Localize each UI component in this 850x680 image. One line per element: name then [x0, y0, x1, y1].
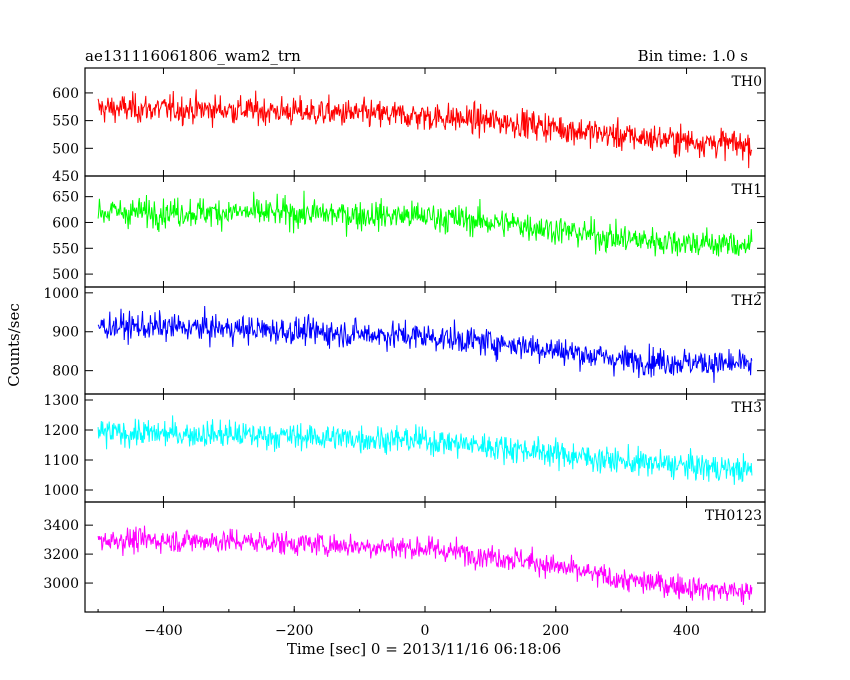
series-line-th3: [97, 415, 753, 485]
x-tick-label: 0: [421, 623, 430, 639]
panel-th0123: 3000 3200 3400 TH0123: [43, 501, 766, 613]
x-tick-label: 200: [542, 623, 569, 639]
panel-label-th3: TH3: [732, 400, 762, 416]
panel-label-th0123: TH0123: [705, 508, 762, 524]
y-tick-label: 500: [52, 141, 79, 157]
panel-th0: 450 500 550 600 TH0: [52, 67, 766, 185]
panel-label-th0: TH0: [732, 74, 762, 90]
series-line-th2: [97, 305, 753, 383]
x-axis-ticks: −400 −200 0 200 400: [97, 609, 753, 639]
x-axis-label: Time [sec] 0 = 2013/11/16 06:18:06: [287, 640, 561, 658]
y-tick-label: 450: [52, 169, 79, 185]
x-tick-label: −400: [144, 623, 182, 639]
y-tick-label: 550: [52, 114, 79, 130]
series-line-th1: [97, 190, 753, 257]
panel-frame: [84, 393, 766, 503]
chart-title: ae131116061806_wam2_trn: [85, 47, 301, 65]
panel-frame: [84, 501, 766, 613]
y-tick-label: 3000: [43, 576, 79, 592]
y-tick-label: 900: [52, 325, 79, 341]
y-tick-label: 1000: [43, 286, 79, 302]
panels-group: 450 500 550 600 TH0 500 550 600 650 TH1 800 900 1000…: [43, 67, 766, 613]
panel-frame: [84, 175, 766, 288]
y-axis-label: Counts/sec: [5, 303, 23, 387]
panel-label-th1: TH1: [732, 182, 762, 198]
panel-label-th2: TH2: [732, 293, 762, 309]
x-tick-label: −200: [275, 623, 313, 639]
panel-th2: 800 900 1000 TH2: [43, 286, 766, 395]
y-tick-label: 600: [52, 86, 79, 102]
bin-time-label: Bin time: 1.0 s: [638, 47, 748, 65]
y-tick-label: 1100: [43, 453, 79, 469]
series-line-th0: [97, 89, 753, 169]
y-tick-label: 600: [52, 215, 79, 231]
panel-th3: 1000 1100 1200 1300 TH3: [43, 393, 766, 503]
y-tick-label: 500: [52, 267, 79, 283]
series-line-th0123: [97, 525, 753, 606]
y-tick-label: 550: [52, 241, 79, 257]
x-tick-label: 400: [673, 623, 700, 639]
y-tick-label: 3400: [43, 518, 79, 534]
panel-th1: 500 550 600 650 TH1: [52, 175, 766, 288]
y-tick-label: 1300: [43, 393, 79, 409]
y-tick-label: 3200: [43, 547, 79, 563]
y-tick-label: 1000: [43, 483, 79, 499]
y-tick-label: 1200: [43, 423, 79, 439]
y-tick-label: 800: [52, 364, 79, 380]
y-tick-label: 650: [52, 190, 79, 206]
